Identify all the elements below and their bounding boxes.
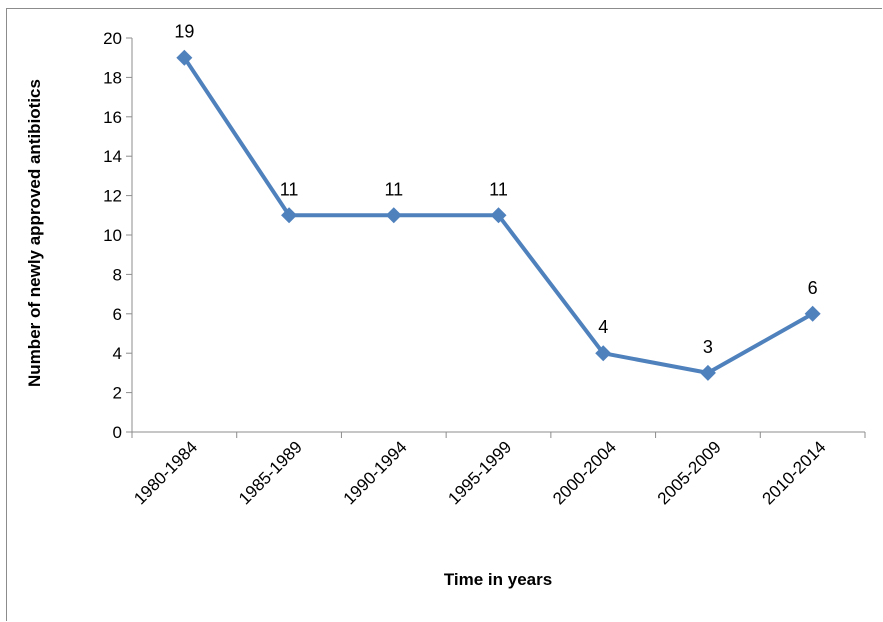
x-axis-title: Time in years (444, 570, 552, 589)
data-point (490, 207, 507, 224)
y-tick-label: 18 (103, 68, 122, 87)
x-tick-label: 2010-2014 (759, 437, 830, 508)
x-tick-label: 1985-1989 (235, 437, 306, 508)
y-tick-label: 10 (103, 226, 122, 245)
y-tick-label: 6 (113, 305, 122, 324)
data-label: 6 (808, 278, 818, 298)
x-tick-label: 1980-1984 (130, 437, 201, 508)
data-point (385, 207, 402, 224)
data-label: 3 (703, 337, 713, 357)
data-point (699, 364, 716, 381)
data-point (804, 305, 821, 322)
y-axis: 0 2 4 6 8 10 12 14 16 18 20 (103, 29, 133, 442)
data-labels: 19 11 11 11 4 3 6 (174, 22, 817, 357)
data-label: 4 (598, 317, 608, 337)
y-tick-label: 12 (103, 187, 122, 206)
y-tick-label: 14 (103, 147, 122, 166)
y-axis-title: Number of newly approved antibiotics (25, 79, 44, 387)
y-tick-label: 4 (113, 344, 122, 363)
data-label: 19 (174, 22, 194, 42)
y-tick-label: 0 (113, 423, 122, 442)
x-tick-label: 2005-2009 (654, 437, 725, 508)
y-tick-label: 8 (113, 265, 122, 284)
data-label: 11 (280, 179, 299, 199)
x-tick-label: 1990-1994 (340, 437, 411, 508)
x-tick-label: 1995-1999 (444, 437, 515, 508)
y-tick-label: 20 (103, 29, 122, 48)
series-line (176, 49, 821, 381)
y-tick-label: 2 (113, 384, 122, 403)
y-tick-label: 16 (103, 108, 122, 127)
chart-frame (6, 8, 882, 621)
data-point (281, 207, 298, 224)
data-point (595, 345, 612, 362)
data-label: 11 (489, 179, 508, 199)
data-label: 11 (384, 179, 403, 199)
x-axis: 1980-1984 1985-1989 1990-1994 1995-1999 2000… (130, 431, 866, 508)
data-point (176, 49, 193, 66)
x-tick-label: 2000-2004 (549, 437, 620, 508)
